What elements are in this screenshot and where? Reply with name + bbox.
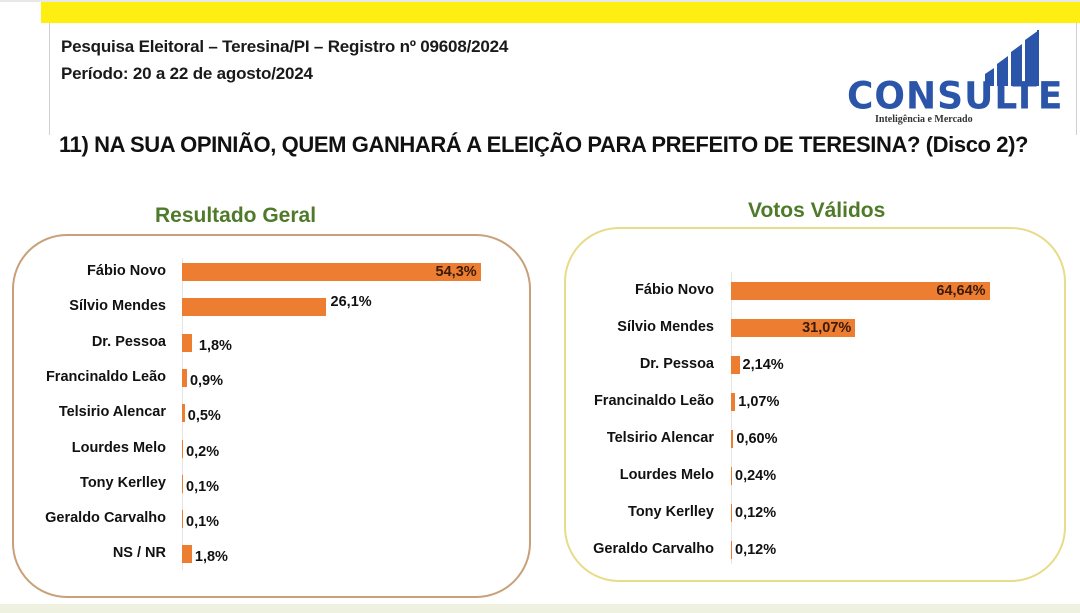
category-label: Francinaldo Leão <box>45 368 166 385</box>
chart-row: Francinaldo Leão 0,9% <box>0 368 1080 389</box>
chart-row: Lourdes Melo 0,24% <box>0 467 1080 487</box>
data-bar <box>731 282 990 300</box>
header-banner <box>41 2 1080 23</box>
category-label: Geraldo Carvalho <box>593 541 714 557</box>
chart-row: Sílvio Mendes 26,1% <box>0 294 1080 318</box>
data-value-label: 0,1% <box>186 514 220 531</box>
divider-right <box>1076 23 1077 135</box>
data-value-label: 1,8% <box>194 549 228 566</box>
question-title: 11) NA SUA OPINIÃO, QUEM GANHARÁ A ELEIÇ… <box>59 132 1029 157</box>
data-bar <box>182 510 183 529</box>
chart-row: Fábio Novo 64,64% <box>0 282 1080 302</box>
chart-title-votos-validos: Votos Válidos <box>748 199 886 222</box>
data-bar <box>731 504 732 522</box>
category-label: Fábio Novo <box>635 282 714 298</box>
chart-row: Lourdes Melo 0,2% <box>0 439 1080 460</box>
data-bar <box>731 393 736 411</box>
data-bar <box>731 430 734 448</box>
data-value-label: 0,12% <box>735 505 777 521</box>
data-bar <box>182 439 184 458</box>
chart-row: Dr. Pessoa 2,14% <box>0 356 1080 376</box>
data-value-label: 0,5% <box>187 408 221 425</box>
chart-row: Dr. Pessoa 1,8% <box>0 333 1080 354</box>
category-label: Tony Kerlley <box>80 474 166 491</box>
chart-title-resultado-geral: Resultado Geral <box>155 204 317 227</box>
category-label: Dr. Pessoa <box>639 356 714 372</box>
category-label: Lourdes Melo <box>619 467 714 483</box>
divider-left <box>49 23 50 135</box>
data-value-label: 2,14% <box>742 357 784 373</box>
data-value-label: 0,9% <box>189 372 223 389</box>
data-value-label: 1,07% <box>738 394 780 410</box>
category-label: Lourdes Melo <box>71 439 166 456</box>
category-label: Tony Kerlley <box>628 504 714 520</box>
chart-row: Francinaldo Leão 1,07% <box>0 393 1080 413</box>
data-value-label: 64,64% <box>936 283 986 299</box>
logo-tagline: Inteligência e Mercado <box>875 114 973 125</box>
chart-row: Fábio Novo 54,3% <box>0 263 1080 283</box>
chart-row: Geraldo Carvalho 0,1% <box>0 510 1080 530</box>
data-bar <box>731 356 740 374</box>
category-label: Telsirio Alencar <box>58 404 166 421</box>
data-value-label: 0,60% <box>736 431 778 447</box>
data-value-label: 1,8% <box>198 337 232 354</box>
data-bar <box>182 474 183 493</box>
chart-row: Telsirio Alencar 0,5% <box>0 404 1080 424</box>
data-value-label: 0,1% <box>186 478 220 495</box>
chart-axis <box>731 272 732 564</box>
category-label: Sílvio Mendes <box>617 319 714 335</box>
chart-panel-resultado-geral <box>12 234 531 598</box>
data-bar <box>731 541 732 559</box>
data-bar <box>182 545 192 564</box>
data-value-label: 31,07% <box>802 320 852 336</box>
data-bar <box>182 263 481 281</box>
category-label: Sílvio Mendes <box>69 298 166 315</box>
data-bar <box>731 467 732 485</box>
data-value-label: 54,3% <box>435 264 477 280</box>
category-label: Francinaldo Leão <box>593 393 714 409</box>
survey-period: Período: 20 a 22 de agosto/2024 <box>61 64 313 83</box>
chart-row: Tony Kerlley 0,12% <box>0 504 1080 524</box>
data-value-label: 0,12% <box>735 542 777 558</box>
data-bar <box>182 333 192 352</box>
data-bar <box>182 404 185 423</box>
data-value-label: 0,2% <box>186 443 220 460</box>
consulte-logo: CONSULTE Inteligência e Mercado <box>845 30 1062 130</box>
data-value-label: 26,1% <box>330 294 372 311</box>
top-edge <box>0 0 1080 2</box>
chart-row: Sílvio Mendes 31,07% <box>0 319 1080 339</box>
chart-row: NS / NR 1,8% <box>0 545 1080 565</box>
bars-logo-icon <box>985 30 1039 86</box>
category-label: NS / NR <box>112 545 166 562</box>
category-label: Telsirio Alencar <box>606 430 714 446</box>
chart-row: Geraldo Carvalho 0,12% <box>0 541 1080 561</box>
data-value-label: 0,24% <box>735 468 777 484</box>
data-bar <box>182 368 187 387</box>
category-label: Dr. Pessoa <box>91 333 166 350</box>
chart-row: Tony Kerlley 0,1% <box>0 474 1080 495</box>
category-label: Fábio Novo <box>87 263 166 279</box>
data-bar <box>731 319 856 337</box>
chart-row: Telsirio Alencar 0,60% <box>0 430 1080 450</box>
survey-registration: Pesquisa Eleitoral – Teresina/PI – Regis… <box>61 37 509 56</box>
logo-wordmark: CONSULTE <box>847 74 1064 119</box>
category-label: Geraldo Carvalho <box>45 510 166 527</box>
data-bar <box>182 298 326 317</box>
bottom-band <box>0 604 1080 613</box>
